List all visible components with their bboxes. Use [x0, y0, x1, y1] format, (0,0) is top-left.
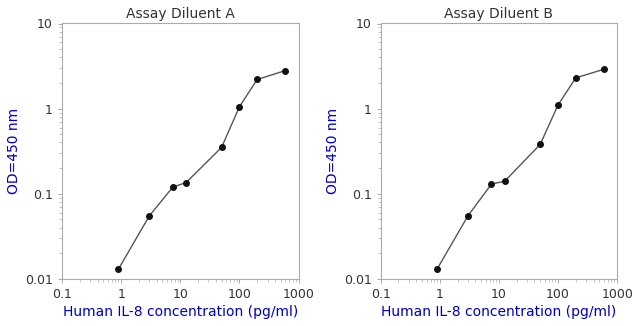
X-axis label: Human IL-8 concentration (pg/ml): Human IL-8 concentration (pg/ml)	[63, 305, 298, 319]
Y-axis label: OD=450 nm: OD=450 nm	[7, 108, 21, 194]
Title: Assay Diluent B: Assay Diluent B	[444, 7, 554, 21]
Y-axis label: OD=450 nm: OD=450 nm	[326, 108, 340, 194]
Title: Assay Diluent A: Assay Diluent A	[126, 7, 235, 21]
X-axis label: Human IL-8 concentration (pg/ml): Human IL-8 concentration (pg/ml)	[381, 305, 616, 319]
